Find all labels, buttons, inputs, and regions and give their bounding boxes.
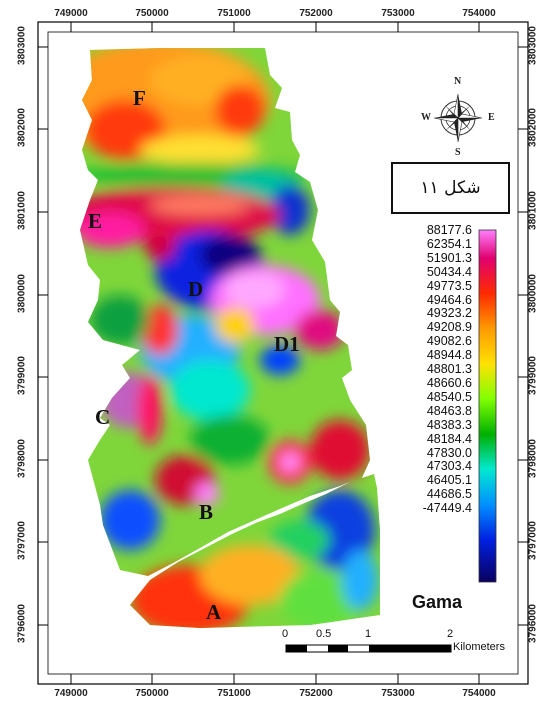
legend-value: 48660.6 [426, 375, 472, 390]
figure-label-box: شکل ۱۱ [391, 162, 510, 214]
legend-title: Gama [412, 592, 463, 612]
y-tick-label: 3796000 [16, 604, 28, 643]
compass-east-label: E [488, 112, 495, 123]
zone-label-d: D [188, 277, 204, 301]
compass-west-label: W [421, 112, 431, 123]
legend-value: 48383.3 [426, 417, 472, 432]
x-tick-label: 753000 [381, 688, 415, 699]
zone-label-d1: D1 [274, 332, 300, 356]
x-tick-label: 752000 [299, 8, 333, 19]
y-tick-label: 3797000 [527, 521, 539, 560]
legend-value: 62354.1 [426, 236, 472, 251]
y-tick-label: 3799000 [527, 356, 539, 395]
x-tick-label: 751000 [217, 688, 251, 699]
y-tick-label: 3796000 [527, 604, 539, 643]
legend-value: 46405.1 [426, 473, 472, 488]
legend-value: 88177.6 [426, 223, 472, 237]
scale-bar [285, 644, 452, 653]
legend-value: 47830.0 [426, 445, 472, 460]
legend-value: 47303.4 [426, 459, 472, 474]
x-tick-label: 750000 [135, 8, 169, 19]
y-tick-label: 3801000 [527, 191, 539, 230]
legend-value: 49082.6 [426, 334, 472, 349]
x-tick-label: 751000 [217, 8, 251, 19]
x-tick-label: 754000 [462, 8, 496, 19]
legend-value: 48463.8 [426, 403, 472, 418]
x-tick-label: 749000 [54, 8, 88, 19]
legend-value: 48184.4 [426, 431, 472, 446]
zone-label-a: A [206, 600, 222, 624]
legend-color-bar [478, 229, 497, 583]
legend-value: 49208.9 [426, 320, 472, 335]
y-tick-label: 3803000 [527, 26, 539, 65]
map-inner-border [47, 31, 519, 675]
legend-value: 49773.5 [426, 278, 472, 293]
y-tick-label: 3802000 [527, 108, 539, 147]
scale-tick-label: 1 [365, 628, 372, 640]
x-tick-label: 753000 [381, 8, 415, 19]
gamma-anomaly-raster [80, 48, 380, 628]
legend-value: 49323.2 [426, 306, 472, 321]
x-tick-label: 752000 [299, 688, 333, 699]
y-tick-label: 3800000 [527, 274, 539, 313]
legend-value: 50434.4 [426, 264, 472, 279]
zone-label-f: F [133, 86, 146, 110]
compass-south-label: S [455, 147, 461, 158]
x-tick-label: 754000 [462, 688, 496, 699]
y-tick-label: 3798000 [16, 439, 28, 478]
y-tick-label: 3799000 [16, 356, 28, 395]
zone-label-c: C [95, 405, 111, 429]
x-tick-label: 749000 [54, 688, 88, 699]
legend-value: 44686.5 [426, 487, 472, 502]
legend-value: 51901.3 [426, 250, 472, 265]
x-tick-label: 750000 [135, 688, 169, 699]
north-arrow-icon [433, 93, 483, 143]
scale-tick-label: 0.5 [316, 628, 332, 640]
compass-north-label: N [454, 76, 462, 87]
legend-values: 88177.6 62354.1 51901.3 50434.4 49773.5 … [405, 223, 472, 516]
y-tick-label: 3800000 [16, 274, 28, 313]
y-tick-label: 3801000 [16, 191, 28, 230]
legend-value: 48801.3 [426, 362, 472, 377]
zone-label-e: E [88, 209, 103, 233]
legend-value: 48540.5 [426, 389, 472, 404]
scale-unit-label: Kilometers [453, 641, 505, 653]
y-tick-label: 3798000 [527, 439, 539, 478]
graticule-ticks [38, 22, 528, 684]
legend-value: 48944.8 [426, 348, 472, 363]
y-tick-label: 3803000 [16, 26, 28, 65]
legend-value: -47449.4 [422, 501, 472, 516]
legend-value: 49464.6 [426, 292, 472, 307]
scale-tick-label: 0 [282, 628, 289, 640]
zone-label-b: B [199, 500, 214, 524]
y-tick-label: 3797000 [16, 521, 28, 560]
y-tick-label: 3802000 [16, 108, 28, 147]
scale-tick-label: 2 [447, 628, 454, 640]
